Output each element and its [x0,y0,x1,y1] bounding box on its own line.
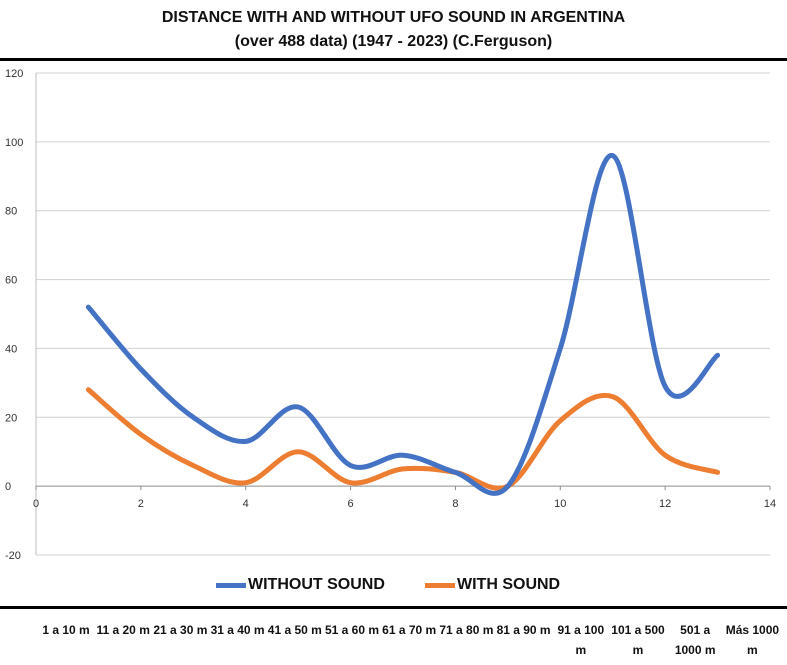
x-tick-label: 2 [138,498,144,510]
y-tick-label: 120 [5,68,23,80]
y-tick-label: -20 [5,550,21,562]
category-label: 1 a 10 m [42,623,90,637]
category-label: 61 a 70 m [382,623,437,637]
series-line-with-sound [85,387,721,491]
category-label: 71 a 80 m [439,623,494,637]
y-tick-label: 100 [5,137,23,149]
legend-label-with-sound: WITH SOUND [457,576,561,593]
chart-title: DISTANCE WITH AND WITHOUT UFO SOUND IN A… [161,9,626,26]
legend-item-with-sound: WITH SOUND [425,574,560,596]
line-chart: -20 0 20 40 60 80 100 120 0 2 4 6 8 10 12 14 [5,68,776,562]
legend-item-without-sound: WITHOUT SOUND [216,574,385,596]
y-tick-label: 40 [5,343,17,355]
category-label: 91 a 100 m [557,623,605,657]
category-label: 11 a 20 m [96,623,150,637]
category-label: 21 a 30 m [153,623,208,637]
top-divider [0,58,787,61]
chart-subtitle: (over 488 data) (1947 - 2023) (C.Ferguso… [234,33,553,50]
y-tick-label: 20 [5,412,17,424]
x-tick-label: 14 [764,498,776,510]
category-label: Más 1000 m [725,623,780,657]
series-line-without-sound [85,153,721,496]
y-tick-label: 0 [5,481,11,493]
bottom-divider [0,606,787,609]
x-tick-label: 6 [348,498,354,510]
x-tick-label: 0 [33,498,39,510]
y-tick-label: 80 [5,206,17,218]
legend-swatch-with-sound [425,582,455,588]
category-label: 81 a 90 m [496,623,551,637]
x-tick-label: 4 [243,498,249,510]
category-label: 501 a 1000 m [674,623,716,657]
category-label: 41 a 50 m [267,623,322,637]
category-label: 51 a 60 m [324,623,380,637]
legend-swatch-without-sound [216,582,246,588]
legend-label-without-sound: WITHOUT SOUND [248,576,385,593]
x-tick-label: 8 [452,498,458,510]
x-tick-label: 10 [554,498,566,510]
y-tick-label: 60 [5,275,17,287]
x-tick-label: 12 [659,498,671,510]
category-label: 31 a 40 m [210,623,265,637]
category-label: 101 a 500 m [611,623,665,657]
